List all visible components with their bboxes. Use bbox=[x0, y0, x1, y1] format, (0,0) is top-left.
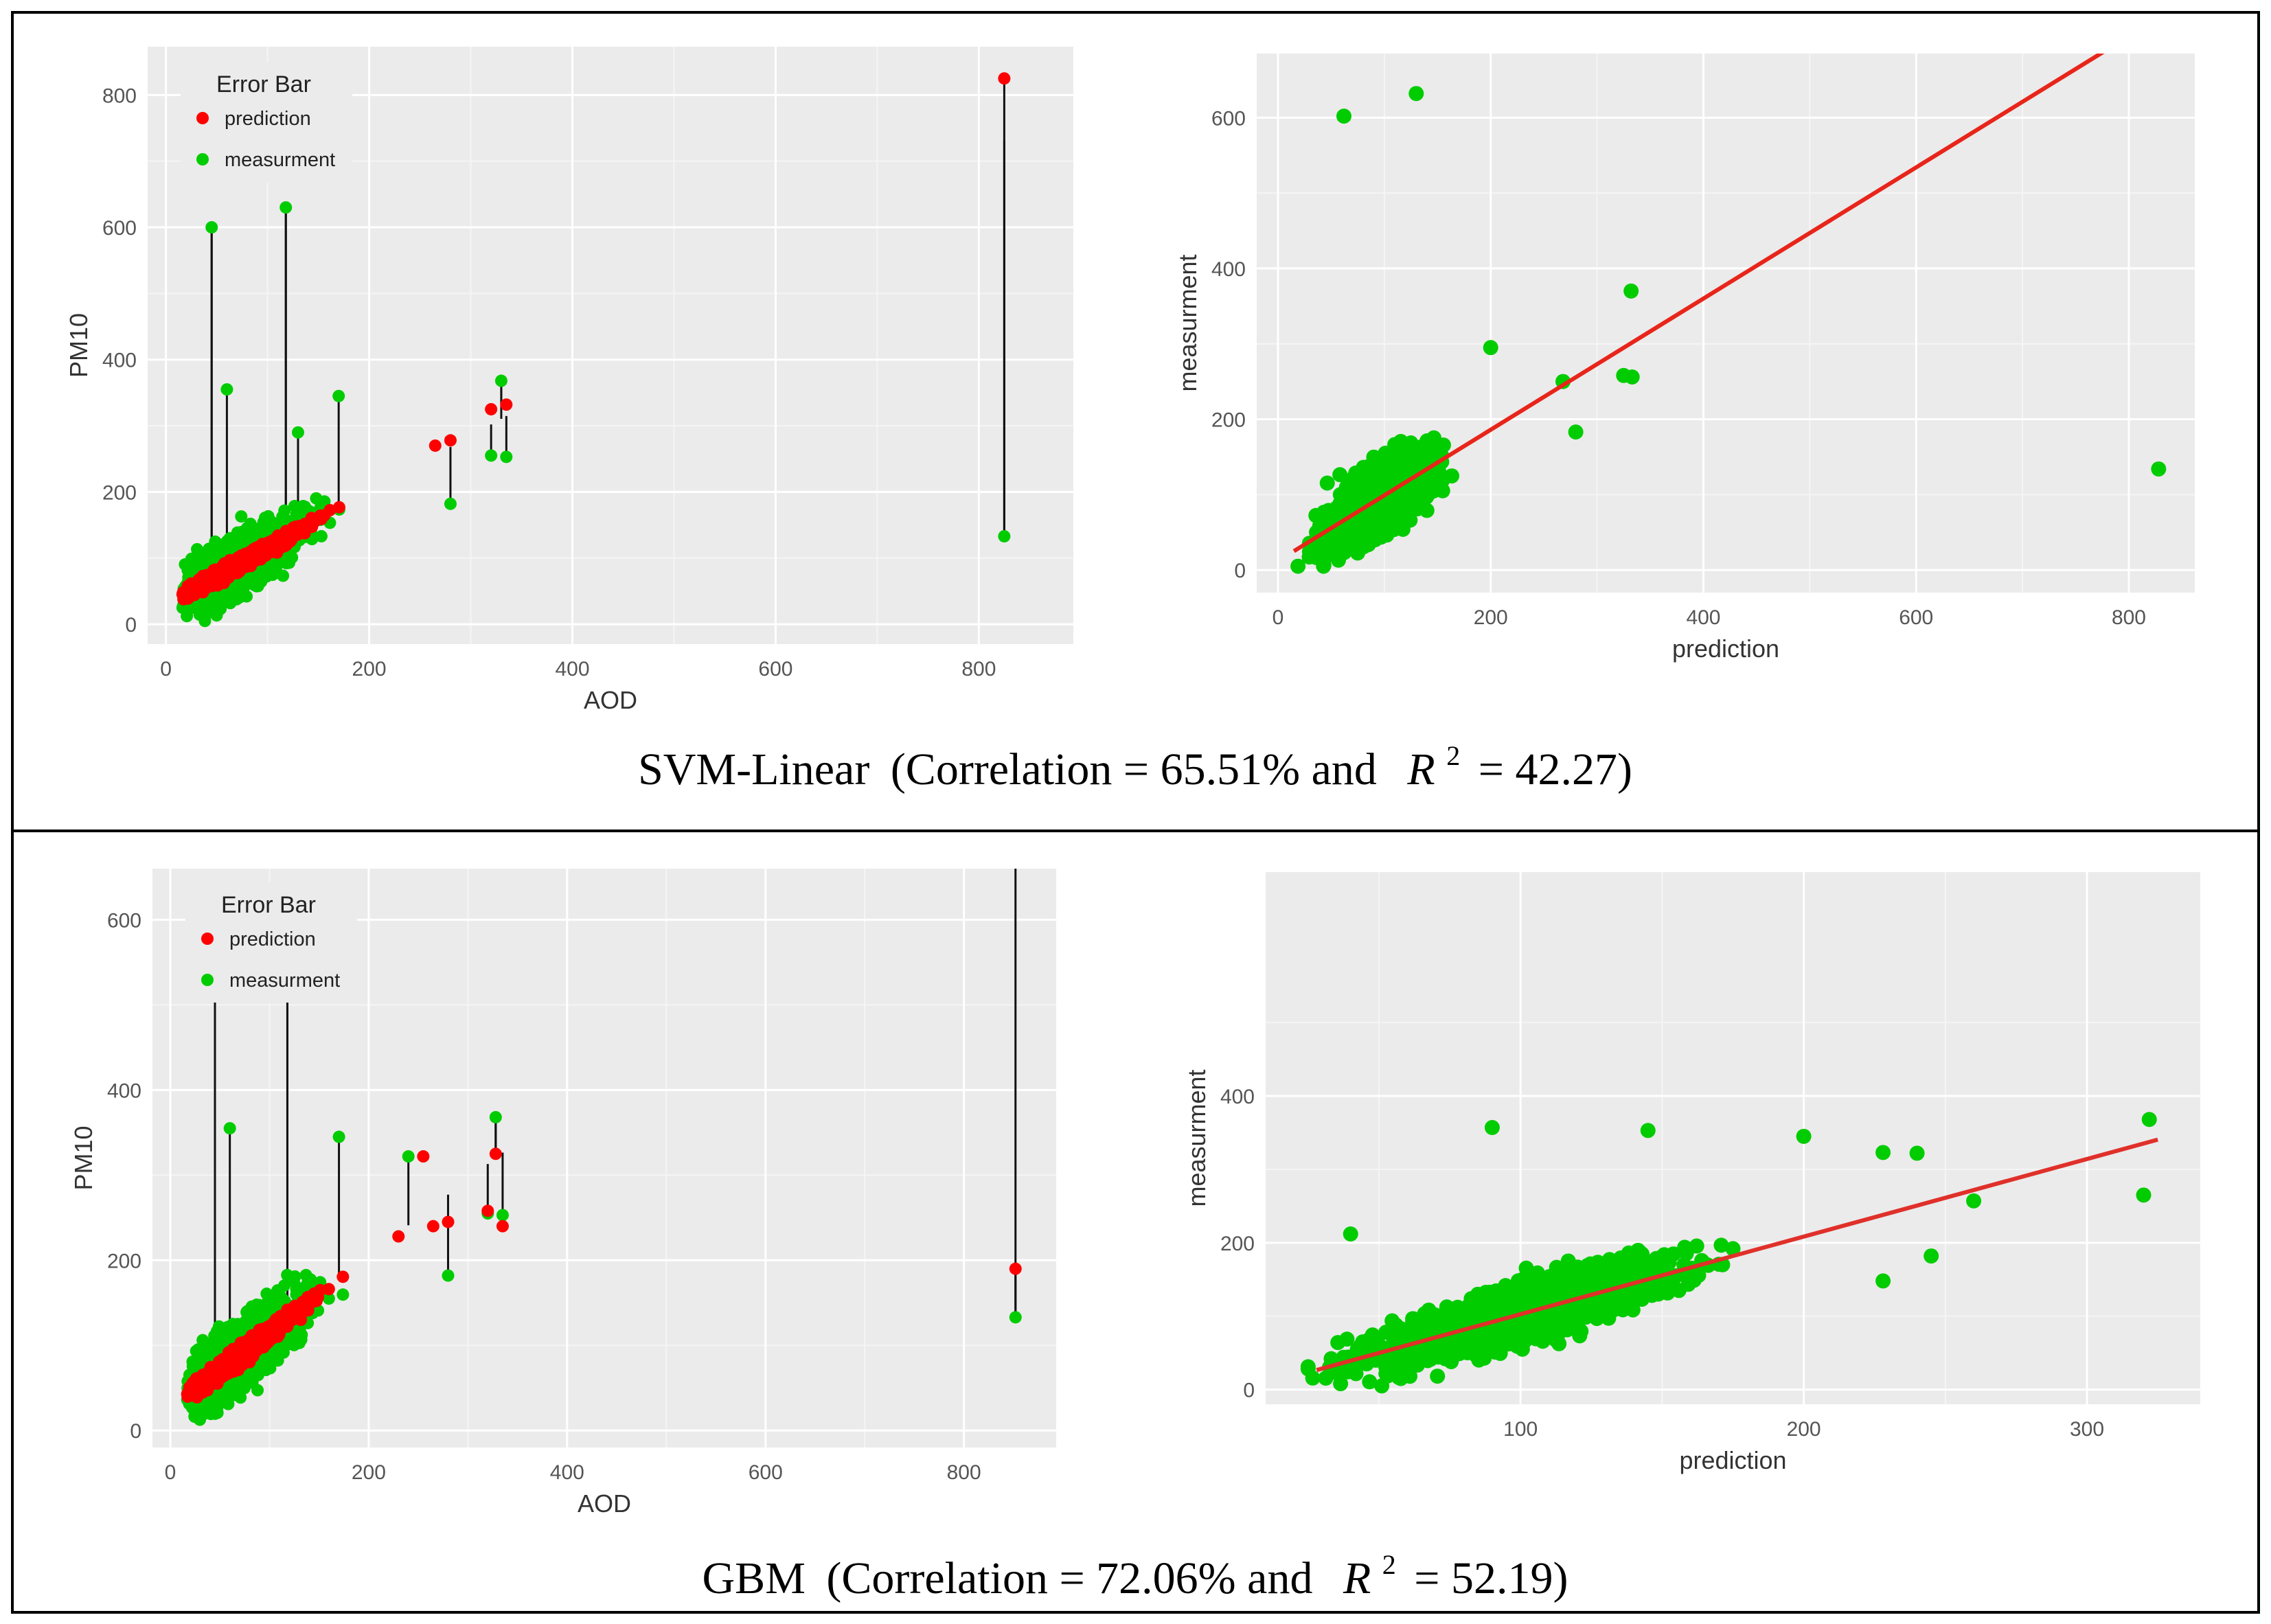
x-tick-label: 800 bbox=[961, 658, 996, 681]
measurement-point bbox=[235, 510, 248, 523]
measurement-point bbox=[279, 201, 293, 214]
y-tick-label: 400 bbox=[1211, 258, 1246, 281]
x-tick-label: 600 bbox=[758, 658, 792, 681]
x-tick-label: 200 bbox=[1474, 606, 1508, 629]
data-layer bbox=[1290, 54, 2167, 574]
measurement-point bbox=[231, 526, 244, 539]
measurement-point bbox=[297, 499, 310, 512]
chart-svm-errorbar: 0 200 400 600 800 0 200 400 600 800 AOD PM10 Error B… bbox=[65, 47, 1073, 714]
measurement-point bbox=[291, 426, 304, 439]
prediction-point bbox=[444, 434, 457, 447]
measurement-point bbox=[229, 591, 242, 604]
y-tick-label: 600 bbox=[102, 217, 137, 240]
prediction-point bbox=[271, 529, 284, 542]
measurement-point bbox=[250, 580, 263, 593]
prediction-point bbox=[205, 574, 218, 587]
measurement-point bbox=[211, 605, 224, 618]
y-tick-label: 0 bbox=[125, 614, 137, 637]
measurement-point bbox=[1319, 475, 1335, 491]
measurement-point bbox=[208, 550, 221, 563]
prediction-point bbox=[297, 525, 310, 538]
y-axis-title: measurment bbox=[1174, 254, 1202, 391]
chart-svm-scatter: 0 200 400 600 800 0 200 400 600 prediction measurm… bbox=[1174, 54, 2195, 663]
data-layer bbox=[176, 72, 1011, 628]
prediction-point bbox=[222, 562, 235, 575]
measurement-point bbox=[278, 504, 291, 517]
y-tick-label: 200 bbox=[1211, 409, 1246, 431]
y-tick-label: 400 bbox=[102, 350, 137, 372]
y-tick-label: 200 bbox=[102, 481, 137, 504]
x-tick-label: 0 bbox=[1273, 606, 1284, 629]
measurement-point bbox=[485, 449, 498, 462]
measurement-point bbox=[191, 542, 204, 556]
x-tick-label: 400 bbox=[555, 658, 589, 681]
y-axis-title: PM10 bbox=[65, 313, 93, 378]
measurement-point bbox=[332, 389, 345, 402]
x-axis-title: AOD bbox=[584, 686, 637, 714]
y-tick-label: 800 bbox=[102, 84, 137, 107]
panel-svm: 0 200 400 600 800 0 200 400 600 800 AOD PM10 Error B… bbox=[65, 47, 2195, 794]
legend-key-prediction bbox=[196, 112, 209, 124]
prediction-point bbox=[998, 72, 1011, 85]
x-tick-label: 800 bbox=[2112, 606, 2146, 629]
prediction-point bbox=[239, 548, 252, 561]
prediction-point bbox=[323, 503, 336, 516]
prediction-point bbox=[179, 585, 192, 598]
prediction-point bbox=[485, 402, 498, 415]
legend-title: Error Bar bbox=[216, 71, 311, 98]
measurement-point bbox=[500, 450, 513, 464]
legend-label-prediction: prediction bbox=[225, 108, 311, 130]
measurement-point bbox=[220, 383, 233, 396]
x-tick-label: 0 bbox=[160, 658, 172, 681]
x-tick-label: 200 bbox=[352, 658, 387, 681]
x-tick-label: 600 bbox=[1899, 606, 1933, 629]
measurement-point bbox=[181, 610, 194, 623]
measurement-point bbox=[205, 221, 218, 234]
legend: Error Bar prediction measurment bbox=[181, 62, 352, 182]
prediction-point bbox=[429, 439, 442, 452]
prediction-point bbox=[264, 539, 277, 552]
legend-label-measurment: measurment bbox=[225, 149, 335, 171]
measurement-point bbox=[444, 497, 457, 510]
x-tick-label: 400 bbox=[1686, 606, 1720, 629]
y-tick-label: 0 bbox=[1234, 560, 1246, 582]
prediction-point bbox=[314, 509, 327, 522]
measurement-point bbox=[315, 529, 328, 542]
y-tick-label: 600 bbox=[1211, 107, 1246, 130]
measurement-point bbox=[179, 558, 192, 571]
measurement-point bbox=[288, 500, 301, 513]
measurement-point bbox=[310, 492, 323, 505]
measurement-point bbox=[1332, 467, 1348, 483]
measurement-point bbox=[494, 374, 507, 387]
x-axis-title: prediction bbox=[1672, 634, 1779, 663]
measurement-point bbox=[1402, 512, 1418, 528]
measurement-point bbox=[998, 529, 1011, 542]
prediction-point bbox=[500, 398, 513, 411]
legend-key-measurment bbox=[196, 153, 209, 165]
measurement-point bbox=[1290, 558, 1306, 574]
